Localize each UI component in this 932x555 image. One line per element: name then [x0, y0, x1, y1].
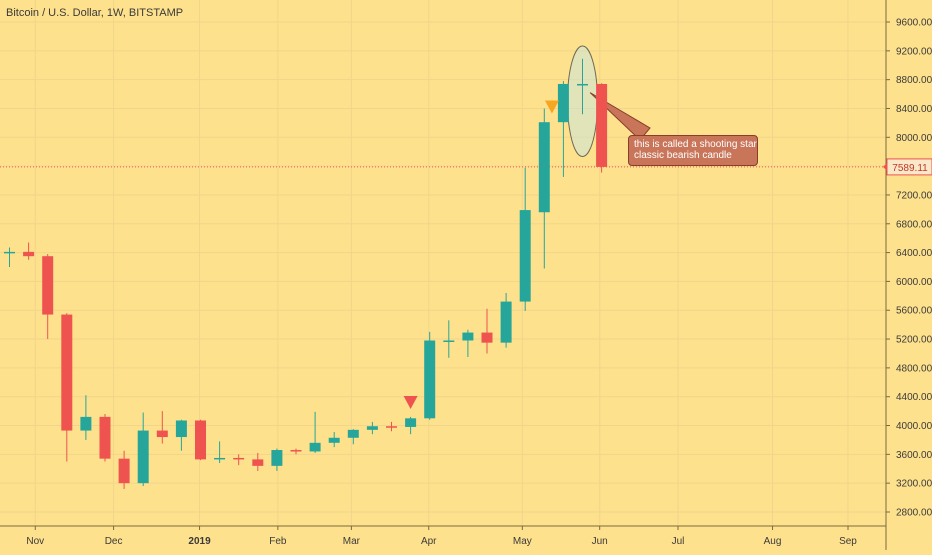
- candle-body: [214, 457, 226, 460]
- candle-body: [61, 314, 73, 431]
- candle-body: [4, 251, 15, 254]
- y-tick-label: 4800.00: [896, 363, 932, 374]
- x-tick-label: Sep: [839, 536, 857, 547]
- candle-body: [366, 426, 378, 430]
- candle-body: [290, 450, 302, 452]
- x-tick-label: Dec: [105, 536, 123, 547]
- x-tick-label: Jun: [592, 536, 608, 547]
- signal-marker-red: [403, 395, 418, 409]
- candle-body: [233, 457, 245, 460]
- x-tick-label: Mar: [343, 536, 361, 547]
- candle-body: [462, 332, 474, 341]
- y-tick-label: 6400.00: [896, 248, 932, 259]
- candle-body: [519, 210, 531, 302]
- candle-body: [195, 420, 206, 460]
- candle-body: [156, 430, 168, 438]
- candle-body: [23, 251, 35, 257]
- candles: [4, 58, 608, 489]
- y-tick-label: 9200.00: [896, 46, 932, 57]
- x-tick-label: Apr: [421, 536, 437, 547]
- y-tick-label: 5200.00: [896, 335, 932, 346]
- candle-body: [175, 420, 187, 438]
- y-tick-label: 3600.00: [896, 450, 932, 461]
- candle-body: [386, 426, 397, 428]
- candle-body: [137, 430, 149, 484]
- candle-body: [99, 416, 111, 459]
- x-tick-label: Feb: [269, 536, 287, 547]
- annotation-line-2: classic bearish candle: [634, 150, 732, 161]
- candle-body: [577, 83, 588, 86]
- x-tick-label: May: [513, 536, 532, 547]
- annotation-note[interactable]: this is called a shooting star classic b…: [628, 135, 758, 166]
- candle-body: [347, 429, 359, 438]
- y-tick-label: 4400.00: [896, 392, 932, 403]
- y-tick-label: 6000.00: [896, 277, 932, 288]
- x-tick-label: 2019: [188, 536, 211, 547]
- y-tick-label: 6800.00: [896, 219, 932, 230]
- y-tick-label: 5600.00: [896, 306, 932, 317]
- y-tick-label: 3200.00: [896, 479, 932, 490]
- candle-body: [42, 256, 54, 315]
- candle-body: [328, 437, 340, 443]
- chart-title: Bitcoin / U.S. Dollar, 1W, BITSTAMP: [6, 7, 184, 19]
- x-tick-label: Nov: [26, 536, 44, 547]
- markers: [403, 100, 559, 409]
- candle-body: [252, 459, 264, 466]
- candle-body: [443, 340, 455, 342]
- candle-body: [481, 332, 493, 343]
- y-tick-label: 9600.00: [896, 18, 932, 29]
- candle-body: [596, 83, 608, 167]
- x-tick-label: Jul: [672, 536, 685, 547]
- y-tick-label: 4000.00: [896, 421, 932, 432]
- candle-body: [309, 442, 321, 452]
- candle-body: [424, 340, 436, 419]
- candle-body: [80, 416, 92, 431]
- y-tick-label: 8400.00: [896, 104, 932, 115]
- candle-body: [538, 122, 550, 213]
- signal-marker-orange: [544, 100, 559, 114]
- y-tick-label: 8800.00: [896, 75, 932, 86]
- price-tag-pointer: [883, 162, 887, 171]
- annotation-line-1: this is called a shooting star: [634, 139, 757, 150]
- y-tick-label: 7200.00: [896, 190, 932, 201]
- grid: [0, 0, 886, 526]
- candle-body: [271, 450, 283, 466]
- candle-body: [557, 83, 569, 123]
- x-tick-label: Aug: [764, 536, 782, 547]
- price-tag-label: 7589.11: [892, 163, 928, 174]
- candle-body: [118, 458, 130, 484]
- candle-body: [405, 418, 417, 427]
- y-tick-label: 8000.00: [896, 133, 932, 144]
- candle-body: [500, 301, 512, 343]
- y-tick-label: 2800.00: [896, 507, 932, 518]
